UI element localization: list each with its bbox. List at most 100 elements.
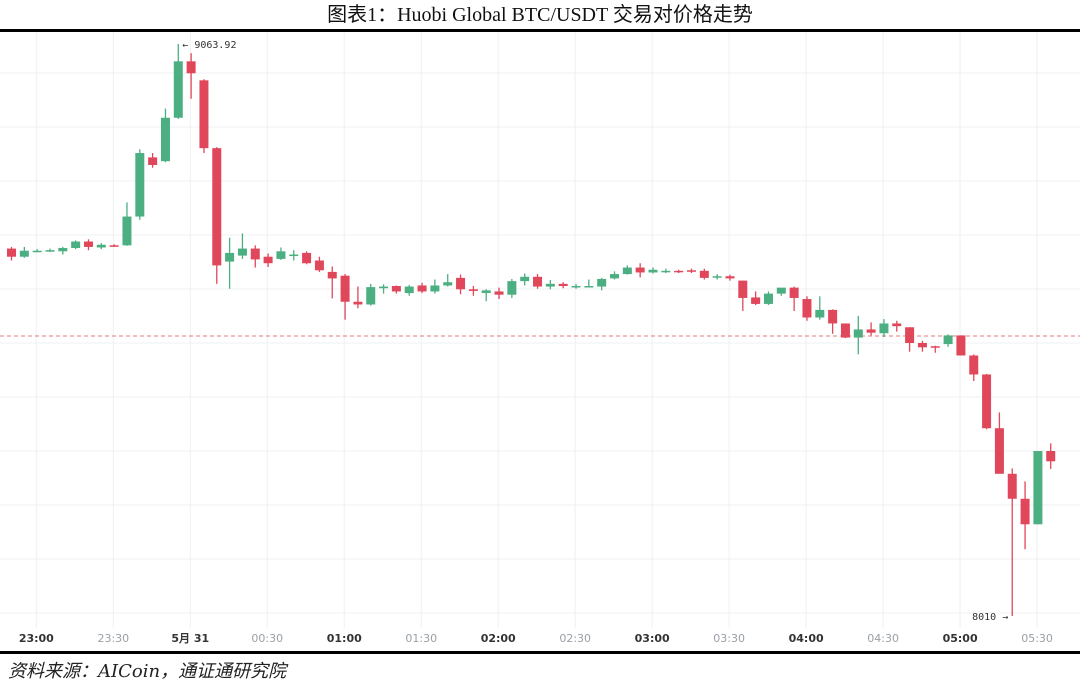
candle	[404, 284, 414, 296]
candle	[263, 253, 273, 268]
candle	[1020, 481, 1030, 550]
candle	[173, 44, 183, 119]
candle	[712, 274, 722, 280]
x-axis: 23:00 23:30 5月 31 00:30 01:00 01:30 02:00 02:30…	[19, 632, 1053, 645]
candle	[353, 286, 363, 309]
x-tick-label: 05:00	[943, 632, 978, 645]
candle	[943, 334, 953, 347]
candle	[545, 280, 555, 290]
candle	[905, 327, 915, 352]
candle	[699, 268, 709, 280]
candle	[982, 373, 992, 430]
candle	[840, 323, 850, 339]
candle	[494, 287, 504, 300]
candle	[1007, 468, 1017, 616]
annotations: ← 9063.92 8010 →	[182, 40, 1008, 623]
candle	[725, 274, 735, 281]
candle	[751, 291, 761, 306]
x-tick-label: 02:00	[481, 632, 516, 645]
candle	[327, 266, 337, 299]
candle	[879, 319, 889, 338]
candle	[32, 249, 42, 253]
chart-canvas: ← 9063.92 8010 → 23:00 23:30 5月 31 00:30 01:0…	[0, 32, 1080, 645]
candle	[533, 274, 543, 289]
x-tick-label: 03:30	[713, 632, 745, 645]
x-tick-label: 01:00	[327, 632, 362, 645]
candle	[789, 286, 799, 311]
x-tick-label: 02:30	[559, 632, 591, 645]
candle	[430, 279, 440, 294]
candle	[610, 271, 620, 280]
candle	[276, 247, 286, 260]
candle	[45, 248, 55, 252]
candle	[969, 354, 979, 381]
candle	[994, 412, 1004, 474]
x-tick-label: 03:00	[635, 632, 670, 645]
candle	[597, 277, 607, 291]
candle	[122, 202, 132, 246]
candle	[225, 237, 235, 289]
candle	[237, 233, 247, 259]
candles	[7, 44, 1056, 616]
candle	[379, 284, 389, 294]
candle	[635, 263, 645, 278]
x-tick-label: 23:30	[97, 632, 129, 645]
candle	[212, 147, 222, 284]
x-tick-label: 00:30	[251, 632, 283, 645]
candle	[866, 322, 876, 336]
candle	[1033, 451, 1043, 525]
candle	[584, 279, 594, 288]
candle	[892, 320, 902, 332]
candle	[468, 286, 478, 296]
candle	[1046, 443, 1056, 469]
x-tick-label: 01:30	[405, 632, 437, 645]
candle	[289, 250, 299, 261]
candle	[815, 296, 825, 320]
candle	[366, 283, 376, 306]
candle	[7, 246, 16, 261]
x-tick-label: 23:00	[19, 632, 54, 645]
candle	[558, 282, 568, 289]
x-tick-label: 04:30	[867, 632, 899, 645]
candle	[661, 268, 671, 273]
candle	[417, 282, 427, 294]
candle	[763, 291, 773, 306]
candle	[443, 274, 453, 287]
candle	[19, 246, 29, 258]
candle	[930, 345, 940, 353]
chart-title: 图表1：Huobi Global BTC/USDT 交易对价格走势	[327, 4, 753, 26]
x-tick-label: 04:00	[789, 632, 824, 645]
candlestick-chart: ← 9063.92 8010 → 23:00 23:30 5月 31 00:30 01:0…	[0, 32, 1080, 651]
candle	[148, 153, 158, 168]
candle	[648, 267, 658, 274]
bottom-rule	[0, 651, 1080, 654]
candle	[674, 269, 684, 273]
candle	[199, 79, 209, 154]
candle	[622, 265, 632, 275]
candle	[481, 289, 491, 302]
candle	[340, 274, 350, 320]
candle	[853, 315, 863, 355]
x-tick-label: 5月 31	[171, 632, 209, 645]
candle	[109, 244, 119, 247]
candle	[186, 53, 196, 99]
candle	[917, 340, 927, 352]
source-note: 资料来源：AICoin，通证通研究院	[8, 661, 287, 682]
candle	[83, 239, 93, 251]
high-price-label: ← 9063.92	[182, 40, 236, 51]
candle	[456, 274, 466, 295]
candle	[135, 149, 145, 220]
candle	[802, 296, 812, 321]
candle	[686, 268, 696, 273]
candle	[314, 256, 324, 272]
candle	[520, 273, 530, 286]
candle	[160, 108, 170, 163]
candle	[956, 335, 966, 356]
candle	[71, 240, 81, 250]
candle	[58, 246, 68, 255]
candle	[507, 278, 517, 298]
candle	[776, 287, 786, 296]
candle	[302, 251, 312, 265]
candle	[828, 309, 838, 334]
candle	[96, 243, 106, 250]
